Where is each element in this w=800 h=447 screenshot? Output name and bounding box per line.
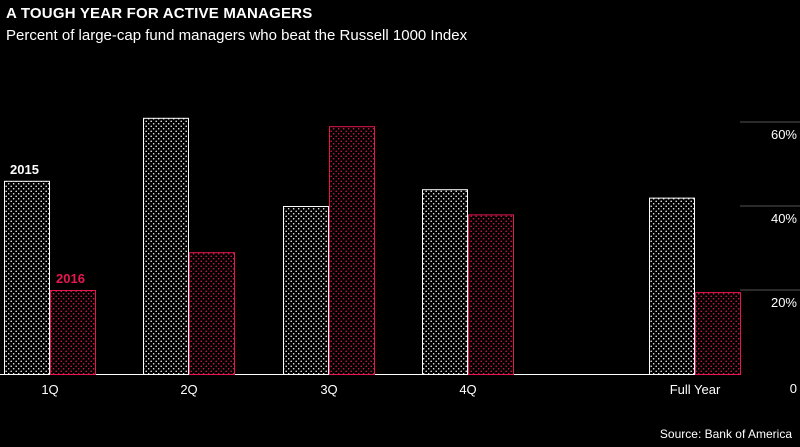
labels: 0 20% 40% 60% 1Q 2Q 3Q 4Q Full Year 2015 2016	[10, 127, 797, 397]
x-category-label: 1Q	[41, 382, 58, 397]
bar-2015-3q	[283, 206, 329, 375]
bar-2015-4q	[422, 189, 468, 375]
y-tick-label: 40%	[771, 211, 797, 226]
bar-2015-2q	[143, 117, 189, 376]
x-category-label: 3Q	[320, 382, 337, 397]
bar-2015-full-year	[649, 197, 695, 375]
y-tick-label: 0	[790, 381, 797, 396]
bars	[4, 117, 741, 376]
chart-title: A TOUGH YEAR FOR ACTIVE MANAGERS	[6, 5, 313, 22]
bar-2016-4q	[468, 214, 514, 375]
y-tick-label: 20%	[771, 295, 797, 310]
x-category-label: 2Q	[180, 382, 197, 397]
y-tick-label: 60%	[771, 127, 797, 142]
bar-2016-2q	[189, 252, 235, 375]
source-note: Source: Bank of America	[659, 427, 792, 441]
chart-subtitle: Percent of large-cap fund managers who b…	[6, 27, 468, 44]
x-category-label: 4Q	[459, 382, 476, 397]
bar-2016-full-year	[695, 292, 741, 376]
legend-label-2016: 2016	[56, 271, 85, 286]
x-category-label: Full Year	[670, 382, 721, 397]
legend-label-2015: 2015	[10, 162, 39, 177]
bar-2016-1q	[50, 290, 96, 375]
bar-2016-3q	[329, 126, 375, 375]
bar-2015-1q	[4, 180, 50, 375]
